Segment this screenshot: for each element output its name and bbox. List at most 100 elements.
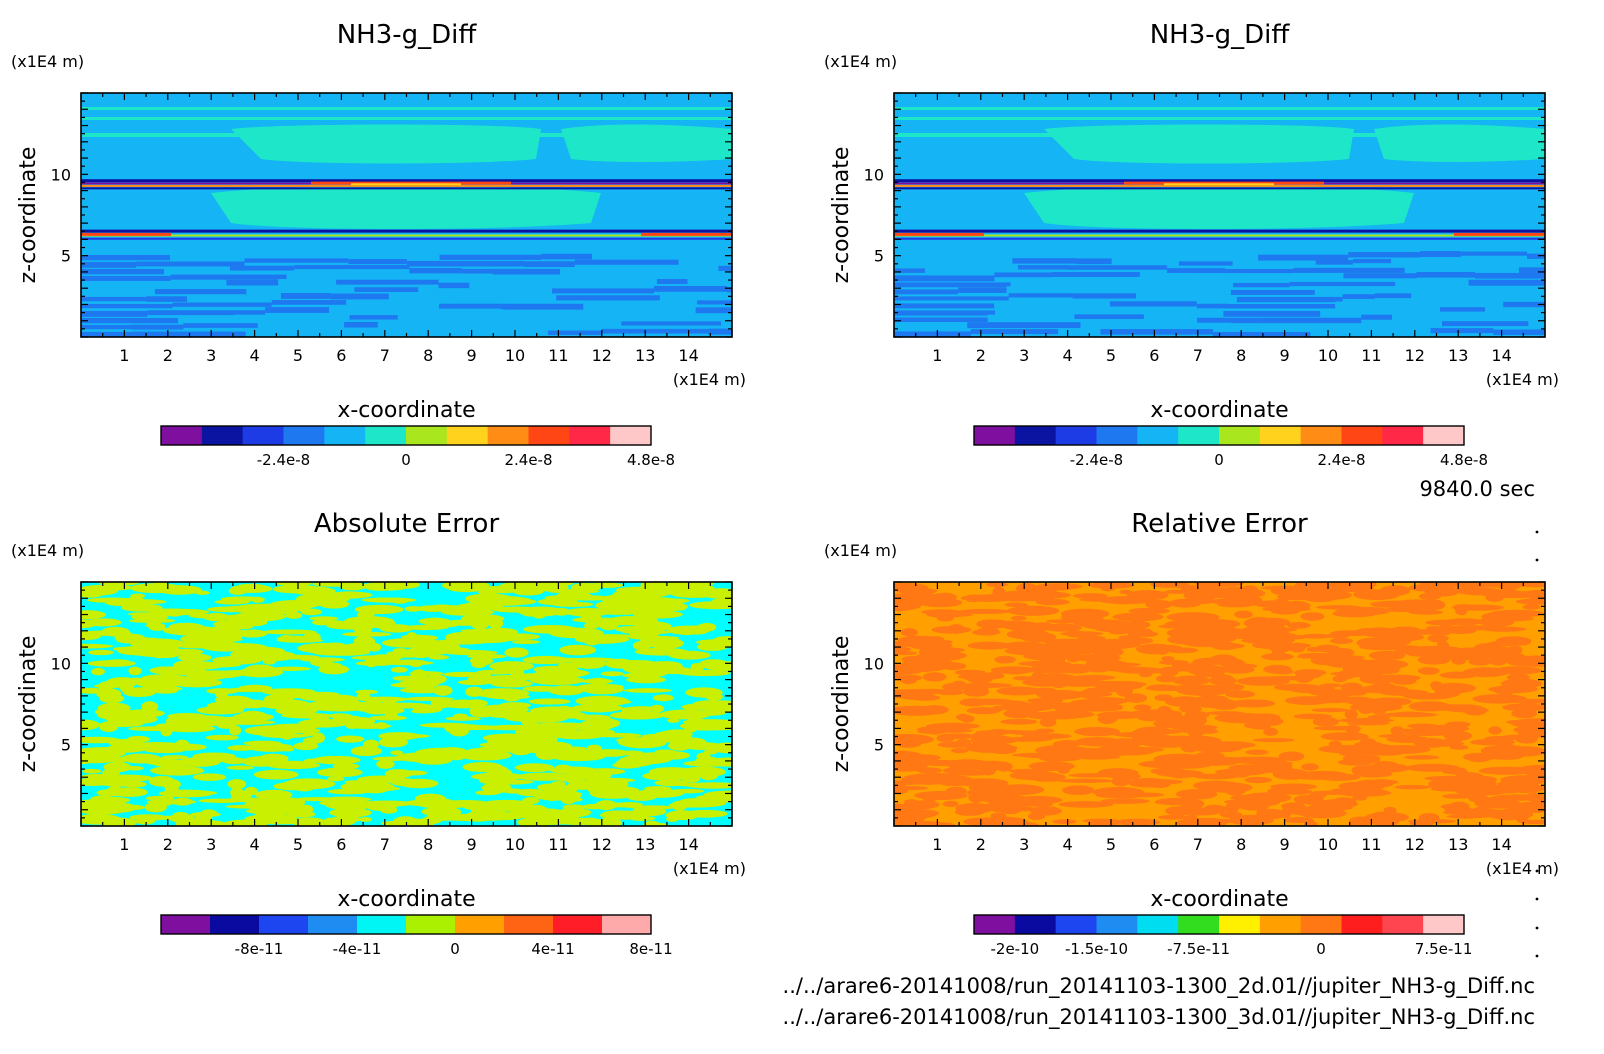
colorbar-swatch — [528, 426, 570, 445]
colorbar-swatch — [553, 915, 603, 934]
colorbar-swatch — [504, 915, 554, 934]
x-tick-label: 1 — [119, 835, 129, 854]
x-tick-label: 6 — [336, 835, 346, 854]
x-tick-label: 2 — [976, 346, 986, 365]
colorbar-tick-label: -8e-11 — [235, 940, 284, 958]
chart-title: Absolute Error — [314, 509, 500, 539]
colorbar-swatch — [1219, 915, 1261, 934]
x-tick-label: 8 — [423, 835, 433, 854]
x-tick-label: 9 — [1280, 835, 1290, 854]
colorbar-swatch — [610, 426, 652, 445]
x-tick-label: 3 — [206, 346, 216, 365]
x-tick-label: 7 — [380, 346, 390, 365]
chart-title: NH3-g_Diff — [337, 20, 478, 50]
x-tick-label: 3 — [1019, 346, 1029, 365]
x-tick-label: 9 — [467, 346, 477, 365]
colorbar-swatch — [1423, 915, 1465, 934]
y-tick-label: 5 — [874, 736, 884, 755]
x-tick-label: 4 — [250, 346, 260, 365]
colorbar-tick-label: -7.5e-11 — [1167, 940, 1230, 958]
x-tick-label: 1 — [932, 346, 942, 365]
x-tick-label: 6 — [336, 346, 346, 365]
colorbar-swatch — [161, 915, 211, 934]
x-tick-label: 12 — [1405, 835, 1425, 854]
colorbar-swatch — [602, 915, 652, 934]
colorbar-tick-label: 2.4e-8 — [504, 451, 552, 469]
colorbar-swatch — [1219, 426, 1261, 445]
y-tick-label: 5 — [874, 247, 884, 266]
colorbar-swatch — [974, 915, 1016, 934]
chart-title: Relative Error — [1131, 509, 1308, 539]
colorbar-swatch — [1382, 915, 1424, 934]
colorbar-tick-label: 8e-11 — [629, 940, 672, 958]
time-label: 9840.0 sec — [1419, 477, 1535, 501]
x-tick-label: 12 — [592, 835, 612, 854]
x-unit-label: (x1E4 m) — [1486, 859, 1559, 878]
colorbar-swatch — [1096, 915, 1138, 934]
colorbar-tick-label: -2.4e-8 — [1070, 451, 1123, 469]
x-tick-label: 9 — [467, 835, 477, 854]
colorbar: -2.4e-8 0 2.4e-8 4.8e-8 — [973, 425, 1488, 469]
colorbar-swatch — [161, 426, 203, 445]
colorbar: -2.4e-8 0 2.4e-8 4.8e-8 — [160, 425, 675, 469]
colorbar-swatch — [210, 915, 260, 934]
file-path-1: ../../arare6-20141008/run_20141103-1300_… — [783, 974, 1535, 999]
x-tick-label: 10 — [1318, 835, 1338, 854]
x-tick-label: 8 — [423, 346, 433, 365]
x-axis-label: x-coordinate — [1150, 887, 1288, 912]
x-tick-label: 4 — [250, 835, 260, 854]
colorbar-swatch — [1178, 915, 1220, 934]
colorbar-swatch — [455, 915, 505, 934]
y-axis-label: z-coordinate — [16, 636, 41, 773]
x-tick-label: 5 — [1106, 346, 1116, 365]
x-tick-label: 4 — [1063, 835, 1073, 854]
colorbar-swatch — [283, 426, 325, 445]
x-tick-label: 4 — [1063, 346, 1073, 365]
colorbar-swatch — [308, 915, 358, 934]
x-tick-label: 14 — [1491, 835, 1511, 854]
x-unit-label: (x1E4 m) — [673, 370, 746, 389]
colorbar-swatch — [569, 426, 611, 445]
x-tick-label: 3 — [206, 835, 216, 854]
x-tick-label: 2 — [976, 835, 986, 854]
colorbar-swatch — [1341, 915, 1383, 934]
x-tick-label: 7 — [1193, 346, 1203, 365]
colorbar-tick-label: -2e-10 — [990, 940, 1039, 958]
colorbar-swatch — [1055, 426, 1097, 445]
colorbar-swatch — [365, 426, 407, 445]
x-tick-label: 13 — [635, 346, 655, 365]
x-unit-label: (x1E4 m) — [1486, 370, 1559, 389]
y-axis-label: z-coordinate — [829, 636, 854, 773]
colorbar-tick-label: 0 — [401, 451, 411, 469]
x-axis-label: x-coordinate — [337, 398, 475, 423]
colorbar-swatch — [1300, 426, 1342, 445]
contour-field — [894, 93, 1545, 337]
y-tick-label: 10 — [51, 165, 71, 184]
x-tick-label: 9 — [1280, 346, 1290, 365]
x-tick-label: 10 — [1318, 346, 1338, 365]
colorbar-swatch — [1137, 426, 1179, 445]
x-tick-label: 5 — [293, 835, 303, 854]
x-tick-label: 1 — [119, 346, 129, 365]
colorbar-swatch — [406, 426, 448, 445]
colorbar-swatch — [1137, 915, 1179, 934]
colorbar-swatch — [1423, 426, 1465, 445]
colorbar: -2e-10 -1.5e-10 -7.5e-11 0 7.5e-11 — [973, 914, 1472, 958]
colorbar-swatch — [259, 915, 309, 934]
colorbar-swatch — [1259, 915, 1302, 934]
chart-title: NH3-g_Diff — [1150, 20, 1291, 50]
y-tick-label: 5 — [61, 736, 71, 755]
colorbar-swatch — [324, 426, 366, 445]
colorbar-tick-label: 0 — [1214, 451, 1224, 469]
x-tick-label: 6 — [1149, 346, 1159, 365]
x-tick-label: 14 — [678, 346, 698, 365]
x-tick-label: 7 — [1193, 835, 1203, 854]
colorbar-swatch — [1382, 426, 1424, 445]
colorbar-swatch — [1014, 426, 1057, 445]
x-tick-label: 14 — [1491, 346, 1511, 365]
colorbar-swatch — [1014, 915, 1057, 934]
x-axis-label: x-coordinate — [337, 887, 475, 912]
x-tick-label: 13 — [1448, 835, 1468, 854]
